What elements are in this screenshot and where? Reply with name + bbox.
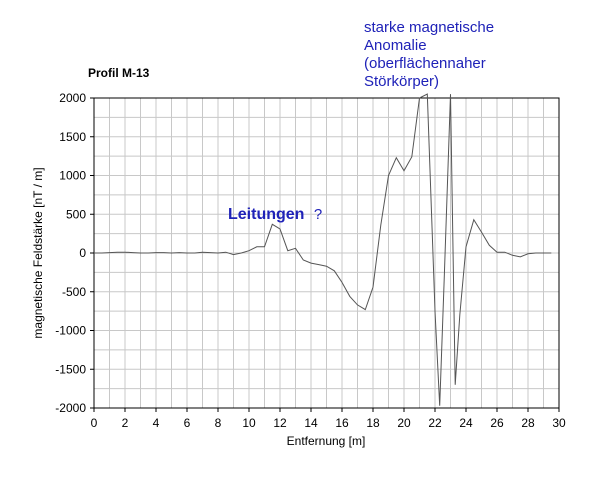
x-tick-label: 28 — [521, 416, 535, 430]
x-tick-label: 8 — [215, 416, 222, 430]
annotation-anomaly-line-1: starke magnetische — [364, 19, 494, 36]
x-tick-label: 22 — [428, 416, 442, 430]
annotation-leitungen-question: ? — [314, 206, 322, 223]
annotation-leitungen: Leitungen ? — [228, 206, 322, 223]
annotation-anomaly-line-3: (oberflächennaher — [364, 55, 486, 72]
x-tick-label: 0 — [91, 416, 98, 430]
x-tick-label: 4 — [153, 416, 160, 430]
grid — [93, 97, 560, 409]
x-tick-label: 24 — [459, 416, 473, 430]
y-axis-label: magnetische Feldstärke [nT / m] — [31, 167, 45, 338]
x-tick-label: 10 — [242, 416, 256, 430]
x-tick-label: 20 — [397, 416, 411, 430]
annotation-anomaly-line-4: Störkörper) — [364, 73, 439, 90]
x-tick-label: 12 — [273, 416, 287, 430]
chart-title: Profil M-13 — [88, 66, 150, 80]
x-tick-label: 6 — [184, 416, 191, 430]
x-tick-label: 14 — [304, 416, 318, 430]
x-tick-label: 26 — [490, 416, 504, 430]
x-tick-label: 2 — [122, 416, 129, 430]
annotation-anomaly: starke magnetische Anomalie (oberflächen… — [364, 19, 494, 90]
y-tick-label: 1000 — [59, 169, 86, 183]
axis-ticks: 0 2 4 6 8 10 12 14 16 18 20 22 24 26 28 30-2000-1500-10… — [55, 91, 566, 430]
y-tick-label: 500 — [66, 207, 86, 221]
x-tick-label: 18 — [366, 416, 380, 430]
series-line — [94, 93, 552, 406]
x-axis-label: Entfernung [m] — [287, 434, 366, 448]
y-tick-label: 1500 — [59, 130, 86, 144]
y-tick-label: -1000 — [55, 324, 86, 338]
y-tick-label: 0 — [79, 246, 86, 260]
x-tick-label: 30 — [552, 416, 566, 430]
y-tick-label: -2000 — [55, 401, 86, 415]
annotation-anomaly-line-2: Anomalie — [364, 37, 427, 54]
y-tick-label: -500 — [62, 285, 86, 299]
annotation-leitungen-text: Leitungen — [228, 206, 304, 223]
y-tick-label: -1500 — [55, 362, 86, 376]
x-tick-label: 16 — [335, 416, 349, 430]
y-tick-label: 2000 — [59, 91, 86, 105]
